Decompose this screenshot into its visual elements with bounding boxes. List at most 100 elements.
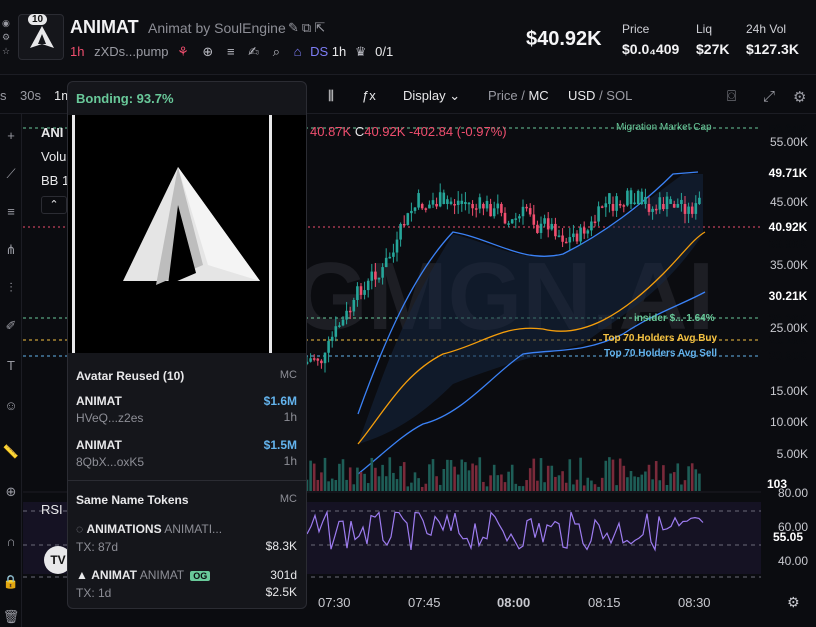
settings-icon[interactable]: ⚙: [793, 89, 807, 106]
bb-indicator-label[interactable]: BB 1: [41, 173, 70, 188]
volume-bar: [352, 484, 356, 491]
same-name-item-ticker: ANIMAT: [139, 568, 184, 582]
volume-bar: [521, 486, 525, 491]
volume-bar: [406, 486, 410, 491]
stat-value: $27K: [696, 41, 730, 57]
trendline-icon[interactable]: ⟋: [6, 166, 16, 181]
volume-bar: [683, 480, 687, 491]
volume-bar: [424, 483, 428, 491]
volume-bar: [550, 465, 554, 491]
volume-bar: [597, 486, 600, 491]
lock-icon[interactable]: 🔒: [2, 574, 20, 589]
candle-body: [500, 204, 503, 213]
hat-icon[interactable]: ⌂: [293, 44, 302, 59]
price-mc-toggle[interactable]: Price / MC: [488, 88, 549, 103]
list-icon[interactable]: ≡: [226, 44, 235, 59]
candle-body: [356, 286, 359, 301]
eye-icon[interactable]: ◉: [2, 18, 10, 28]
share-icon[interactable]: ⇱: [314, 20, 329, 35]
candle-body: [525, 206, 528, 209]
candle-body: [366, 280, 370, 291]
edit-note-icon[interactable]: ✍: [248, 44, 260, 59]
trash-icon[interactable]: 🗑: [2, 609, 20, 624]
hlines-icon[interactable]: ≡: [7, 204, 15, 219]
volume-bar: [568, 459, 572, 491]
same-name-item-tx: TX: 1d: [76, 586, 112, 600]
copy-icon[interactable]: ⧉: [301, 20, 315, 35]
magnet-icon[interactable]: ∩: [6, 534, 16, 549]
header-action-icons: ✎⧉⇱: [288, 20, 328, 36]
volume-bar: [442, 468, 446, 491]
zoom-icon[interactable]: ⊕: [5, 484, 17, 499]
candle-body: [507, 223, 510, 225]
interval-s[interactable]: s: [0, 88, 7, 103]
display-dropdown[interactable]: Display ⌄: [403, 88, 461, 103]
popover-divider: [68, 480, 306, 481]
candle-body: [363, 290, 366, 295]
image-border-right: [269, 115, 272, 353]
axis-settings-icon[interactable]: ⚙: [787, 594, 800, 610]
camera-icon[interactable]: ⌼: [727, 88, 737, 105]
candle-body: [690, 206, 694, 214]
insider-price-tag: 26.36K: [768, 312, 808, 326]
ds-label[interactable]: DS: [310, 44, 329, 59]
collapse-indicators-button[interactable]: ⌃: [41, 196, 67, 214]
price-axis[interactable]: 55.00K 45.00K 35.00K 25.00K 15.00K 10.00…: [761, 114, 816, 627]
volume-bar: [471, 463, 474, 491]
brush-icon[interactable]: ✐: [5, 318, 17, 333]
avatar-item-mc: $1.6M: [263, 394, 297, 408]
avatar-item[interactable]: ANIMAT HVeQ...z2es $1.6M 1h: [76, 394, 297, 425]
candle-body: [345, 310, 348, 320]
candle-body: [316, 358, 320, 361]
emoji-icon[interactable]: ☺: [4, 398, 18, 413]
volume-bar: [525, 480, 528, 491]
candle-body: [442, 192, 446, 204]
volume-bar: [669, 473, 672, 491]
fullscreen-icon[interactable]: ⤢: [763, 88, 776, 105]
star-icon[interactable]: ☆: [2, 46, 11, 56]
candle-body: [564, 241, 568, 244]
edit-icon[interactable]: ✎: [288, 20, 302, 35]
crosshair-icon[interactable]: +: [7, 128, 15, 143]
ruler-icon[interactable]: 📏: [2, 444, 20, 459]
same-name-item[interactable]: ▲ ANIMAT ANIMAT OG TX: 1d 301d $2.5K: [76, 568, 297, 600]
ds-time: 1h: [331, 44, 347, 59]
same-name-item-mc: $8.3K: [265, 539, 297, 553]
volume-indicator-label[interactable]: Volu: [41, 149, 67, 164]
candle-body: [392, 252, 395, 257]
interval-30s[interactable]: 30s: [20, 88, 41, 103]
contract-address[interactable]: zXDs...pump: [94, 44, 169, 59]
candle-body: [417, 193, 420, 208]
nodes-icon[interactable]: ⋔: [5, 242, 17, 257]
feather-icon[interactable]: ⚘: [177, 44, 189, 59]
last-price-tag: 40.92K: [768, 220, 808, 234]
rsi-label[interactable]: RSI: [41, 502, 63, 517]
globe-icon[interactable]: ⊕: [202, 44, 214, 59]
mc-option: MC: [528, 88, 549, 103]
avatar-item-age: 1h: [283, 410, 297, 424]
volume-bar: [651, 479, 654, 491]
gear-icon[interactable]: ⚙: [2, 32, 11, 42]
same-name-item[interactable]: ◌ ANIMATIONS ANIMATI... TX: 87d $8.3K: [76, 522, 297, 554]
fib-icon[interactable]: ⫶: [9, 280, 13, 295]
candle-body: [402, 224, 406, 226]
x-axis-label: 08:00: [497, 595, 531, 610]
candle-body: [359, 286, 363, 295]
stat-price: Price $0.0₄409: [622, 22, 679, 57]
bonding-progress: Bonding: 93.7%: [76, 91, 174, 106]
function-icon[interactable]: ƒx: [362, 88, 376, 103]
volume-bar: [608, 457, 611, 491]
candle-body: [338, 325, 341, 327]
avatar-item[interactable]: ANIMAT 8QbX...oxK5 $1.5M 1h: [76, 438, 297, 469]
candle-body: [636, 190, 640, 204]
market-cap-price: $40.92K: [526, 28, 602, 50]
y-tick: 40.00: [777, 554, 808, 568]
search-icon[interactable]: ⌕: [272, 44, 280, 59]
candle-body: [323, 352, 327, 364]
text-icon[interactable]: T: [7, 358, 15, 373]
volume-bar: [456, 474, 460, 491]
usd-sol-toggle[interactable]: USD / SOL: [568, 88, 633, 103]
candle-type-icon[interactable]: ⫼: [328, 88, 334, 103]
header-side-icons: ◉ ⚙ ☆: [2, 16, 14, 58]
volume-bar: [381, 464, 384, 491]
